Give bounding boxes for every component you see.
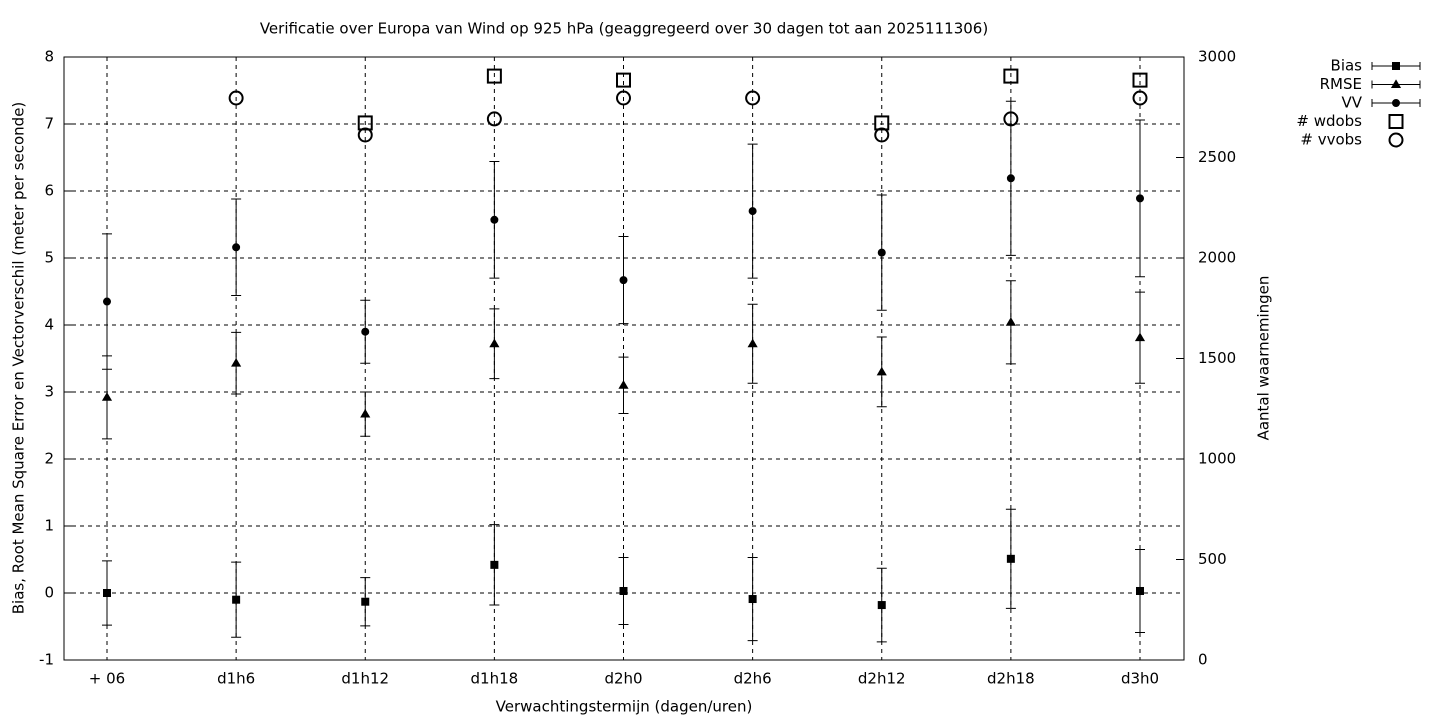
y-tick-label: 4: [44, 316, 54, 334]
y2-axis-title: Aantal waarnemingen: [1255, 276, 1273, 441]
x-tick-label: d1h6: [217, 670, 255, 688]
point: [101, 392, 113, 401]
point: [876, 366, 887, 376]
point: [618, 380, 629, 389]
legend-label: # vvobs: [1300, 131, 1362, 149]
y2-tick-label: 1500: [1198, 349, 1236, 367]
point: [619, 586, 628, 595]
point: [1132, 90, 1148, 106]
legend-marker: [1388, 132, 1404, 148]
y2-tick-label: 2000: [1198, 249, 1236, 267]
point: [486, 111, 502, 127]
point: [1003, 111, 1019, 127]
y-tick-label: 2: [44, 450, 54, 468]
y-tick-label: 3: [44, 383, 54, 401]
point: [361, 327, 370, 336]
y2-tick-label: 2500: [1198, 148, 1236, 166]
point: [231, 358, 242, 367]
chart-title: Verificatie over Europa van Wind op 925 …: [260, 20, 988, 38]
legend-label: Bias: [1331, 57, 1363, 75]
y-tick-label: 1: [44, 517, 54, 535]
legend-label: VV: [1341, 94, 1362, 112]
point: [877, 601, 886, 610]
y-tick-label: 8: [44, 48, 54, 66]
point: [874, 127, 890, 143]
point: [616, 72, 631, 88]
y2-tick-label: 500: [1198, 550, 1227, 568]
point: [747, 338, 758, 348]
point: [1136, 194, 1144, 203]
point: [103, 297, 111, 306]
x-axis-title: Verwachtingstermijn (dagen/uren): [496, 698, 753, 716]
y-axis-title: Bias, Root Mean Square Error en Vectorve…: [10, 102, 28, 615]
y2-tick-label: 1000: [1198, 450, 1236, 468]
point: [1006, 554, 1015, 563]
legend-marker: [1390, 79, 1402, 88]
point: [360, 408, 371, 418]
point: [745, 90, 761, 106]
legend-label: RMSE: [1320, 75, 1362, 93]
point: [1006, 174, 1015, 183]
legend-marker: [1392, 99, 1400, 107]
x-tick-label: + 06: [89, 670, 125, 688]
point: [1132, 72, 1148, 88]
y-tick-label: 7: [44, 115, 54, 133]
point: [361, 597, 370, 606]
x-tick-label: d2h12: [858, 670, 906, 688]
x-tick-label: d2h6: [734, 670, 772, 688]
point: [1136, 586, 1144, 595]
point: [1003, 68, 1019, 84]
point: [490, 560, 499, 569]
legend-label: # wdobs: [1296, 112, 1362, 130]
point: [490, 215, 499, 224]
y-tick-label: 0: [44, 584, 54, 602]
x-tick-label: d1h18: [471, 670, 519, 688]
x-tick-label: d3h0: [1121, 670, 1159, 688]
y2-tick-label: 0: [1198, 651, 1208, 669]
y-tick-label: 5: [44, 249, 54, 267]
y-tick-label: 6: [44, 182, 54, 200]
point: [1134, 332, 1146, 342]
point: [357, 127, 373, 143]
legend-marker: [1388, 114, 1404, 129]
point: [489, 338, 500, 348]
point: [486, 68, 502, 84]
point: [748, 207, 757, 216]
point: [232, 243, 241, 252]
x-tick-label: d2h0: [604, 670, 642, 688]
point: [103, 589, 111, 597]
x-tick-label: d1h12: [341, 670, 389, 688]
point: [748, 595, 757, 604]
point: [228, 90, 244, 106]
point: [1005, 317, 1016, 326]
point: [616, 90, 631, 106]
y2-tick-label: 3000: [1198, 48, 1236, 66]
point: [877, 248, 886, 257]
y-tick-label: -1: [39, 651, 54, 669]
x-tick-label: d2h18: [987, 670, 1035, 688]
point: [619, 276, 628, 285]
point: [232, 595, 241, 604]
legend-marker: [1392, 62, 1400, 70]
